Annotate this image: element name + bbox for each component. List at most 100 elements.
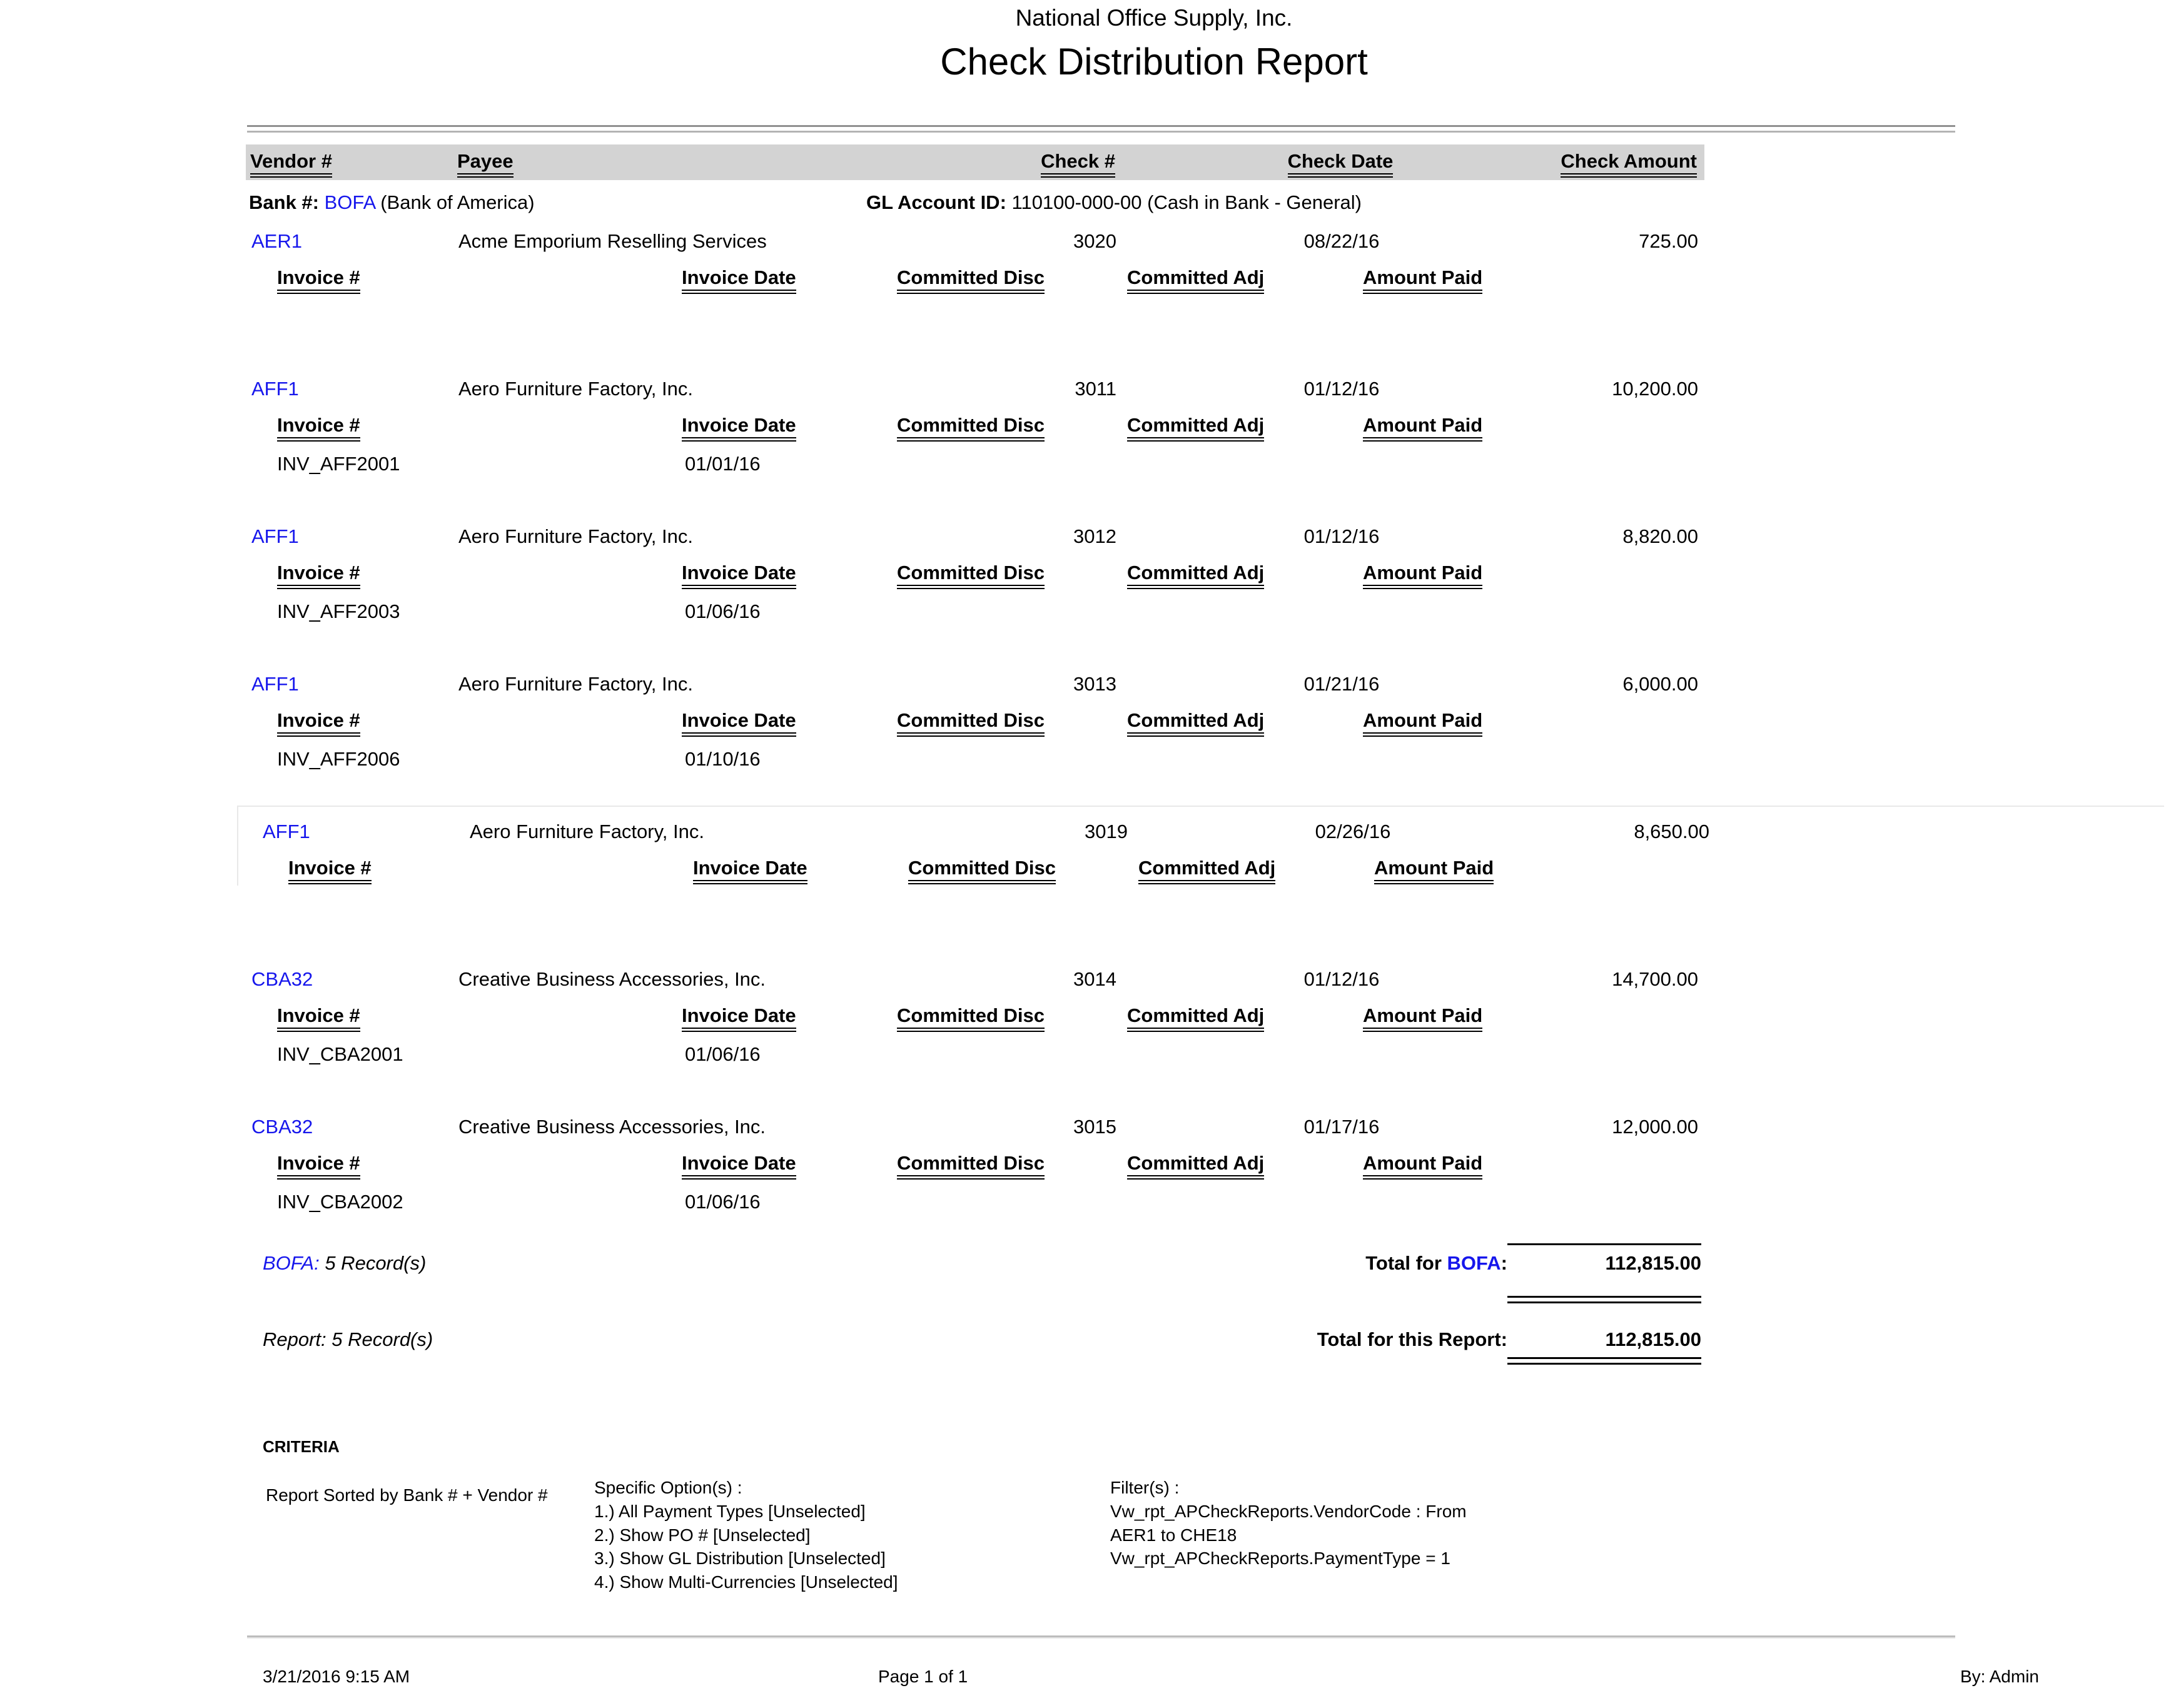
subcolumn-amount-paid: Amount Paid xyxy=(1363,1152,1483,1180)
section-boundary-line xyxy=(237,806,2164,807)
page-title: Check Distribution Report xyxy=(940,41,1368,83)
check-date: 01/12/16 xyxy=(1303,968,1380,990)
payee-name: Aero Furniture Factory, Inc. xyxy=(470,821,704,842)
bank-total-amount: 112,815.00 xyxy=(1507,1243,1701,1275)
check-amount: 725.00 xyxy=(1639,230,1698,252)
bank-code-link[interactable]: BOFA xyxy=(324,191,375,213)
bank-total-rule xyxy=(1507,1296,1701,1303)
bank-name: (Bank of America) xyxy=(380,191,535,213)
vendor-code-link[interactable]: CBA32 xyxy=(251,1116,313,1138)
check-number: 3015 xyxy=(1073,1116,1116,1138)
check-group-AFF1-3013: AFF1 Aero Furniture Factory, Inc. 3013 0… xyxy=(247,668,1704,816)
subcolumn-committed-disc: Committed Disc xyxy=(897,1152,1045,1180)
bank-total-code[interactable]: BOFA xyxy=(1447,1252,1501,1274)
check-group-AFF1-3011: AFF1 Aero Furniture Factory, Inc. 3011 0… xyxy=(247,373,1704,520)
bank-total-colon: : xyxy=(1500,1252,1507,1274)
payee-name: Acme Emporium Reselling Services xyxy=(458,230,767,252)
invoice-date: 01/06/16 xyxy=(685,1191,761,1213)
column-header-payee[interactable]: Payee xyxy=(457,150,514,178)
invoice-number: INV_CBA2002 xyxy=(277,1191,403,1213)
vendor-code-link[interactable]: AFF1 xyxy=(263,821,310,842)
criteria-sorted-by: Report Sorted by Bank # + Vendor # xyxy=(266,1485,548,1505)
footer-divider-line xyxy=(247,1635,1955,1637)
subcolumn-committed-adj: Committed Adj xyxy=(1127,562,1265,589)
bank-total-label: Total for BOFA: xyxy=(1126,1252,1507,1275)
invoice-date: 01/01/16 xyxy=(685,453,761,475)
company-name: National Office Supply, Inc. xyxy=(1015,5,1293,31)
payee-name: Aero Furniture Factory, Inc. xyxy=(458,673,693,695)
check-date: 01/17/16 xyxy=(1303,1116,1380,1138)
check-amount: 12,000.00 xyxy=(1612,1116,1698,1138)
vendor-code-link[interactable]: CBA32 xyxy=(251,968,313,990)
vendor-code-link[interactable]: AFF1 xyxy=(251,378,299,400)
column-header-vendor[interactable]: Vendor # xyxy=(250,150,332,178)
check-group-AFF1-3019: AFF1 Aero Furniture Factory, Inc. 3019 0… xyxy=(258,816,1716,963)
gl-account-label: GL Account ID: xyxy=(866,191,1006,213)
check-amount: 8,650.00 xyxy=(1634,821,1709,842)
check-amount: 10,200.00 xyxy=(1612,378,1698,400)
check-number: 3019 xyxy=(1085,821,1128,842)
subcolumn-invoice-no: Invoice # xyxy=(277,266,360,294)
criteria-filters: Filter(s) : Vw_rpt_APCheckReports.Vendor… xyxy=(1110,1476,1467,1570)
check-amount: 6,000.00 xyxy=(1622,673,1698,695)
check-date: 02/26/16 xyxy=(1315,821,1391,842)
subcolumn-invoice-no: Invoice # xyxy=(288,857,372,884)
subcolumn-committed-adj: Committed Adj xyxy=(1127,266,1265,294)
check-number: 3020 xyxy=(1073,230,1116,252)
footer-author: By: Admin xyxy=(1960,1667,2039,1686)
subcolumn-amount-paid: Amount Paid xyxy=(1363,709,1483,737)
vendor-code-link[interactable]: AER1 xyxy=(251,230,302,252)
check-date: 01/21/16 xyxy=(1303,673,1380,695)
subcolumn-invoice-date: Invoice Date xyxy=(682,266,796,294)
invoice-date: 01/10/16 xyxy=(685,748,761,770)
check-date: 01/12/16 xyxy=(1303,378,1380,400)
subcolumn-invoice-date: Invoice Date xyxy=(682,562,796,589)
subcolumn-invoice-no: Invoice # xyxy=(277,1004,360,1032)
report-total-label: Total for this Report: xyxy=(1317,1328,1507,1350)
check-number: 3013 xyxy=(1073,673,1116,695)
invoice-date: 01/06/16 xyxy=(685,600,761,622)
subcolumn-committed-adj: Committed Adj xyxy=(1138,857,1276,884)
bank-number-label: Bank #: xyxy=(249,191,319,213)
check-amount: 14,700.00 xyxy=(1612,968,1698,990)
bank-record-count-code[interactable]: BOFA: xyxy=(263,1252,320,1274)
check-date: 08/22/16 xyxy=(1303,230,1380,252)
subcolumn-invoice-date: Invoice Date xyxy=(682,709,796,737)
bank-line: Bank #: BOFA (Bank of America) xyxy=(249,191,535,214)
subcolumn-committed-adj: Committed Adj xyxy=(1127,1152,1265,1180)
subcolumn-committed-disc: Committed Disc xyxy=(908,857,1056,884)
bank-record-count-text: 5 Record(s) xyxy=(319,1252,427,1274)
footer-page-number: Page 1 of 1 xyxy=(878,1667,968,1686)
payee-name: Aero Furniture Factory, Inc. xyxy=(458,378,693,400)
criteria-options: Specific Option(s) : 1.) All Payment Typ… xyxy=(594,1476,898,1594)
vendor-code-link[interactable]: AFF1 xyxy=(251,525,299,547)
subcolumn-committed-disc: Committed Disc xyxy=(897,1004,1045,1032)
check-number: 3014 xyxy=(1073,968,1116,990)
vendor-code-link[interactable]: AFF1 xyxy=(251,673,299,695)
report-total-rule xyxy=(1507,1357,1701,1365)
column-header-check-amount[interactable]: Check Amount xyxy=(1561,150,1697,178)
subcolumn-amount-paid: Amount Paid xyxy=(1363,1004,1483,1032)
criteria-option-4: 4.) Show Multi-Currencies [Unselected] xyxy=(594,1572,898,1592)
check-group-CBA32-3014: CBA32 Creative Business Accessories, Inc… xyxy=(247,963,1704,1111)
subcolumn-invoice-no: Invoice # xyxy=(277,414,360,442)
check-amount: 8,820.00 xyxy=(1622,525,1698,547)
column-header-check-date[interactable]: Check Date xyxy=(1287,150,1394,178)
check-number: 3012 xyxy=(1073,525,1116,547)
subcolumn-amount-paid: Amount Paid xyxy=(1363,266,1483,294)
payee-name: Creative Business Accessories, Inc. xyxy=(458,1116,766,1138)
subcolumn-amount-paid: Amount Paid xyxy=(1363,562,1483,589)
criteria-filter-2: AER1 to CHE18 xyxy=(1110,1525,1237,1545)
criteria-heading: CRITERIA xyxy=(263,1437,340,1456)
report-total-amount: 112,815.00 xyxy=(1605,1328,1701,1350)
column-header-check-no[interactable]: Check # xyxy=(1041,150,1115,178)
criteria-filters-title: Filter(s) : xyxy=(1110,1478,1180,1497)
subcolumn-invoice-no: Invoice # xyxy=(277,709,360,737)
bank-record-count: BOFA: 5 Record(s) xyxy=(263,1252,426,1275)
gl-account-line: GL Account ID: 110100-000-00 (Cash in Ba… xyxy=(866,191,1362,214)
table-header-bar: Vendor # Payee Check # Check Date Check … xyxy=(246,144,1704,180)
title-divider-line-bottom xyxy=(247,131,1955,133)
report-record-count: Report: 5 Record(s) xyxy=(263,1328,433,1350)
footer-divider-shadow xyxy=(247,1637,1955,1639)
